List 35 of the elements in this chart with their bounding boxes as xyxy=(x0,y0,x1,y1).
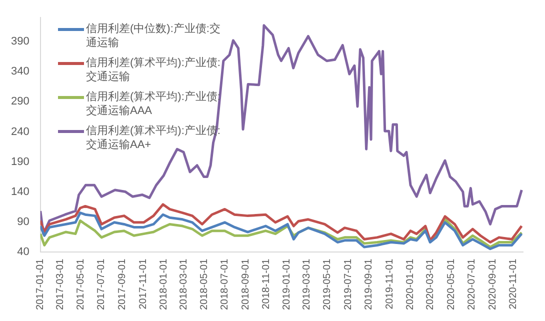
x-tick-label: 2017-09-01 xyxy=(117,258,128,310)
x-tick-label: 2018-09-01 xyxy=(240,258,252,310)
x-tick-label: 2018-03-01 xyxy=(178,258,190,310)
x-tick-label: 2019-03-01 xyxy=(302,258,313,310)
y-tick-label: 90 xyxy=(17,216,30,228)
x-tick-label: 2017-11-01 xyxy=(138,258,149,310)
x-tick-label: 2018-05-01 xyxy=(198,258,210,310)
x-tick-label: 2019-11-01 xyxy=(384,258,396,310)
x-tick-label: 2018-11-01 xyxy=(261,258,272,310)
x-tick-label: 2019-07-01 xyxy=(342,258,354,310)
x-tick-label: 2017-01-01 xyxy=(35,258,46,310)
x-tick-label: 2020-07-01 xyxy=(466,258,478,310)
legend-label: 信用利差(算术平均):产业债:交通运输AAA xyxy=(86,90,222,118)
x-tick-label: 2020-09-01 xyxy=(487,258,498,310)
legend-label: 信用利差(算术平均):产业债:交通运输 xyxy=(86,56,222,84)
y-tick-label: 190 xyxy=(10,156,30,168)
y-tick-label: 40 xyxy=(17,246,30,258)
x-tick-label: 2017-03-01 xyxy=(55,258,66,310)
x-tick-label: 2018-01-01 xyxy=(158,258,170,310)
y-tick-label: 340 xyxy=(10,66,30,78)
y-tick-label: 140 xyxy=(10,186,30,198)
legend-label: 信用利差(中位数):产业债:交通运输 xyxy=(86,22,222,50)
x-tick-label: 2019-05-01 xyxy=(322,258,334,310)
y-tick-label: 390 xyxy=(10,36,30,48)
x-tick-label: 2019-01-01 xyxy=(282,258,293,310)
x-tick-label: 2017-05-01 xyxy=(76,258,87,310)
x-tick-label: 2020-11-01 xyxy=(508,258,519,310)
y-tick-label: 240 xyxy=(10,126,30,138)
y-tick-label: 290 xyxy=(10,96,30,108)
x-tick-label: 2017-07-01 xyxy=(96,258,108,310)
x-tick-label: 2020-05-01 xyxy=(446,258,457,310)
x-tick-label: 2020-03-01 xyxy=(425,258,436,310)
x-tick-label: 2020-01-01 xyxy=(404,258,416,310)
x-tick-label: 2019-09-01 xyxy=(364,258,375,310)
x-tick-label: 2018-07-01 xyxy=(220,258,231,310)
